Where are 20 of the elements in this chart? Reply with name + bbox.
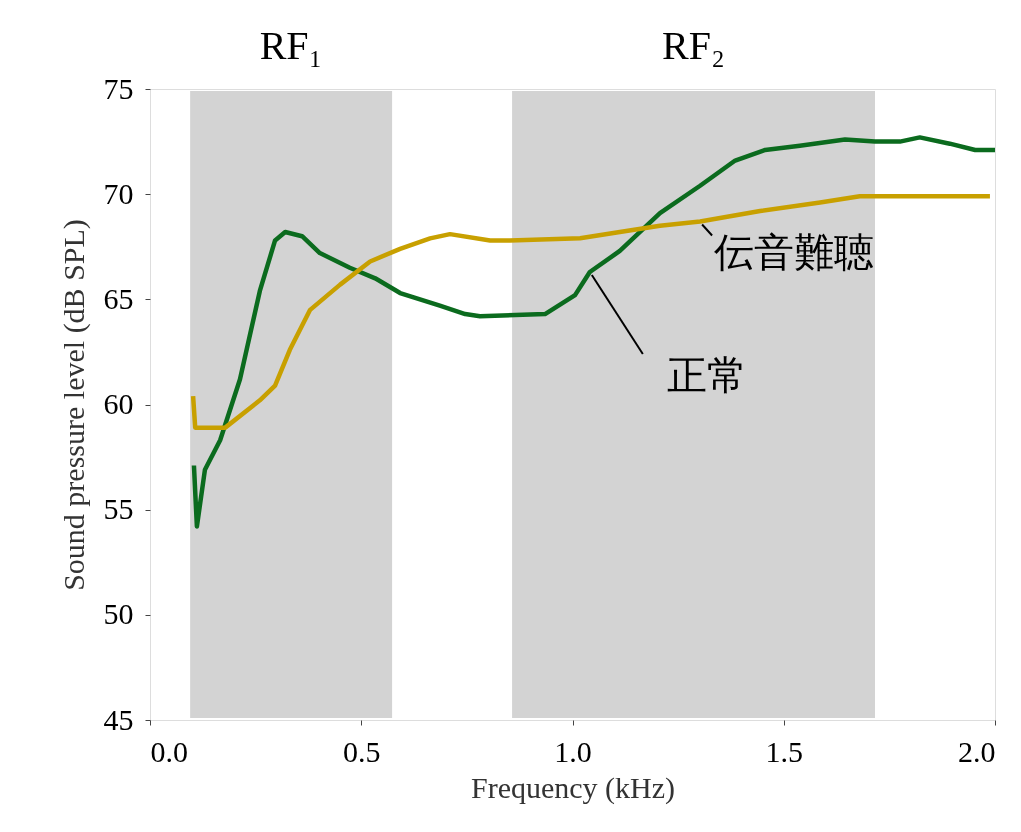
series-label: 伝音難聴	[714, 228, 875, 275]
line-series	[190, 194, 993, 430]
line-series	[191, 135, 998, 529]
y-axis-title: Sound pressure level (dB SPL)	[56, 219, 91, 591]
y-tick-label: 65	[103, 281, 134, 315]
y-tick-label: 55	[103, 492, 134, 526]
y-tick-label: 50	[103, 597, 134, 631]
band-label: RF₂	[662, 23, 725, 68]
y-tick-label: 60	[103, 387, 134, 420]
y-tick-label: 75	[103, 71, 134, 105]
x-tick-label: 1.0	[554, 734, 592, 768]
x-tick-label: 2.0	[958, 734, 996, 768]
y-tick-label: 45	[103, 702, 134, 736]
text: 正常	[666, 351, 747, 398]
band-label: RF₁	[259, 23, 323, 68]
x-tick-label: 0.0	[150, 734, 188, 768]
x-axis-title: Frequency (kHz)	[470, 770, 676, 805]
x-tick-label: 1.5	[765, 734, 803, 768]
x-tick-label: 0.5	[343, 734, 381, 768]
y-tick-label: 70	[103, 176, 134, 210]
